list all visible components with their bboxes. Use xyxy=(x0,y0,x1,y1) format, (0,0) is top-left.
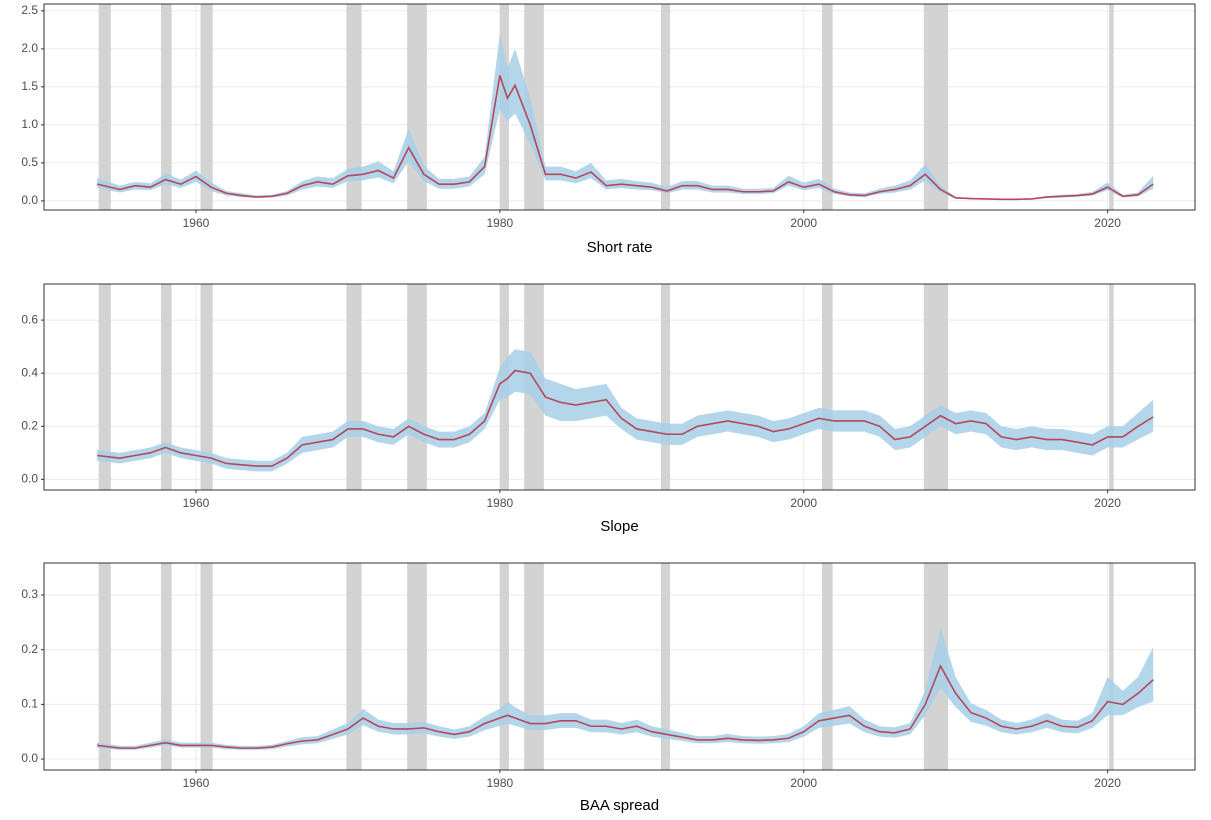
recession-shade xyxy=(346,284,362,490)
recession-shade xyxy=(346,4,362,210)
x-tick-label: 1980 xyxy=(486,496,513,510)
axis-title: BAA spread xyxy=(580,797,659,814)
y-tick-label: 0.2 xyxy=(21,418,38,432)
uncertainty-band xyxy=(97,33,1154,200)
x-tick-label: 1960 xyxy=(183,776,210,790)
recession-shade xyxy=(160,4,172,210)
y-tick-label: 1.0 xyxy=(21,117,38,131)
recession-shade xyxy=(98,284,111,490)
y-tick-label: 1.5 xyxy=(21,79,38,93)
y-tick-label: 0.0 xyxy=(21,472,38,486)
recession-shade xyxy=(821,284,833,490)
y-tick-label: 0.0 xyxy=(21,193,38,207)
x-tick-label: 2000 xyxy=(790,776,817,790)
recession-shade xyxy=(821,4,833,210)
x-tick-label: 2020 xyxy=(1094,496,1121,510)
recession-shade xyxy=(1109,563,1114,770)
panel-background xyxy=(44,563,1195,770)
y-tick-label: 2.5 xyxy=(21,3,38,17)
panel-border xyxy=(43,283,1196,491)
x-tick-label: 1980 xyxy=(486,776,513,790)
y-tick-label: 0.1 xyxy=(21,697,38,711)
x-tick-label: 2000 xyxy=(790,496,817,510)
recession-shade xyxy=(98,563,111,770)
y-tick-label: 0.0 xyxy=(21,751,38,765)
median-line xyxy=(97,664,1154,749)
panel: 0.0 0.5 1.0 1.5 2.0 2.5 1960 1980 2000 2020 Short … xyxy=(21,3,1196,256)
median-line xyxy=(97,369,1154,467)
x-tick-label: 2020 xyxy=(1094,216,1121,230)
x-tick-label: 1980 xyxy=(486,216,513,230)
recession-shade xyxy=(200,4,213,210)
axis-title: Slope xyxy=(600,518,638,535)
recession-shade xyxy=(407,284,427,490)
panel-border xyxy=(43,3,1196,211)
recession-shade xyxy=(499,563,509,770)
x-tick-label: 2000 xyxy=(790,216,817,230)
recession-shade xyxy=(1109,4,1114,210)
recession-shade xyxy=(821,563,833,770)
y-tick-label: 0.5 xyxy=(21,155,38,169)
x-tick-label: 2020 xyxy=(1094,776,1121,790)
panel: 0.0 0.2 0.4 0.6 1960 1980 2000 2020 Slope xyxy=(21,283,1196,535)
panel: 0.0 0.1 0.2 0.3 1960 1980 2000 2020 BAA spread xyxy=(21,562,1196,814)
y-tick-label: 0.2 xyxy=(21,642,38,656)
panel-border xyxy=(43,562,1196,771)
recession-shade xyxy=(660,4,671,210)
panel-background xyxy=(44,284,1195,490)
recession-shade xyxy=(660,284,671,490)
median-line xyxy=(96,75,1154,201)
y-tick-label: 2.0 xyxy=(21,41,38,55)
recession-shade xyxy=(660,563,671,770)
uncertainty-band xyxy=(97,349,1154,472)
y-tick-label: 0.4 xyxy=(21,365,38,379)
recession-shade xyxy=(407,563,427,770)
recession-shade xyxy=(346,563,362,770)
y-tick-label: 0.3 xyxy=(21,587,38,601)
y-tick-label: 0.6 xyxy=(21,312,38,326)
recession-shade xyxy=(98,4,111,210)
recession-shade xyxy=(524,563,544,770)
recession-shade xyxy=(200,284,213,490)
recession-shade xyxy=(160,563,172,770)
recession-shade xyxy=(923,284,949,490)
axis-title: Short rate xyxy=(587,239,653,256)
panel-background xyxy=(44,4,1195,210)
recession-shade xyxy=(200,563,213,770)
x-tick-label: 1960 xyxy=(183,496,210,510)
recession-shade xyxy=(160,284,172,490)
x-tick-label: 1960 xyxy=(183,216,210,230)
recession-shade xyxy=(1109,284,1114,490)
